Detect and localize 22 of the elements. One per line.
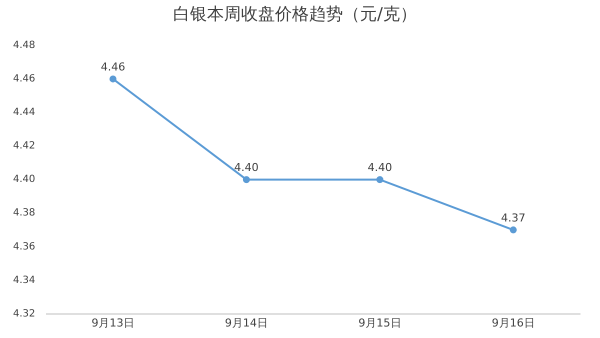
data-label: 4.40 <box>368 160 392 174</box>
x-tick-label: 9月16日 <box>492 316 535 330</box>
y-tick-label: 4.32 <box>13 308 36 320</box>
x-tick-label: 9月15日 <box>358 316 402 330</box>
x-tick-label: 9月13日 <box>91 316 134 330</box>
y-tick-label: 4.48 <box>13 40 36 51</box>
y-tick-label: 4.44 <box>13 107 36 118</box>
y-tick-label: 4.38 <box>13 208 36 219</box>
point <box>510 226 517 234</box>
data-label: 4.46 <box>100 60 126 74</box>
data-label: 4.37 <box>501 211 526 224</box>
point <box>242 176 250 184</box>
y-tick-label: 4.34 <box>13 274 36 286</box>
y-tick-label: 4.46 <box>13 74 36 85</box>
chart-title: 白银本周收盘价格趋势（元/克） <box>173 4 417 25</box>
point <box>376 176 384 184</box>
x-tick-label: 9月14日 <box>224 316 268 330</box>
y-tick-label: 4.40 <box>13 174 36 186</box>
data-label: 4.40 <box>234 160 259 174</box>
point <box>109 75 116 82</box>
y-tick-label: 4.36 <box>13 241 36 252</box>
y-tick-label: 4.42 <box>13 140 36 152</box>
